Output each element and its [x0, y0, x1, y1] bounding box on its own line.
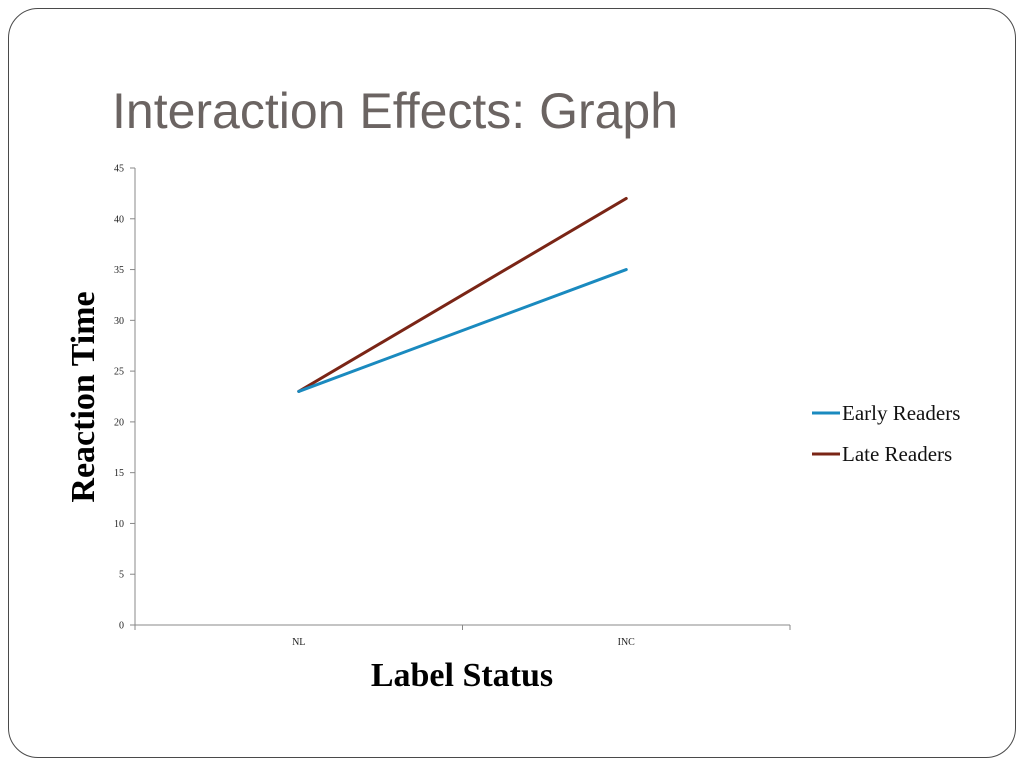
y-tick-label: 30: [114, 316, 124, 327]
slide-title: Interaction Effects: Graph: [112, 83, 679, 139]
y-tick-label: 20: [114, 417, 124, 428]
x-axis-title: Label Status: [371, 657, 553, 694]
y-axis-title: Reaction Time: [65, 291, 102, 502]
y-tick-label: 25: [114, 367, 124, 378]
y-tick-label: 45: [114, 164, 124, 175]
y-tick-label: 40: [114, 214, 124, 225]
y-tick-label: 0: [119, 621, 124, 632]
slide-frame: [8, 8, 1016, 758]
series-line: [297, 268, 628, 393]
chart-series: [297, 196, 628, 393]
y-tick-label: 35: [114, 265, 124, 276]
chart-axes: 0 5 10 15 20 25 30 35 40 45 NL INC: [114, 164, 791, 648]
x-tick-label: NL: [292, 637, 305, 648]
chart-legend: Early Readers Late Readers: [812, 401, 960, 466]
x-tick-label: INC: [618, 637, 636, 648]
legend-label: Late Readers: [842, 442, 952, 466]
y-tick-label: 5: [119, 570, 124, 581]
y-tick-label: 15: [114, 468, 124, 479]
y-tick-label: 10: [114, 519, 124, 530]
legend-label: Early Readers: [842, 401, 960, 425]
series-line: [297, 196, 628, 393]
